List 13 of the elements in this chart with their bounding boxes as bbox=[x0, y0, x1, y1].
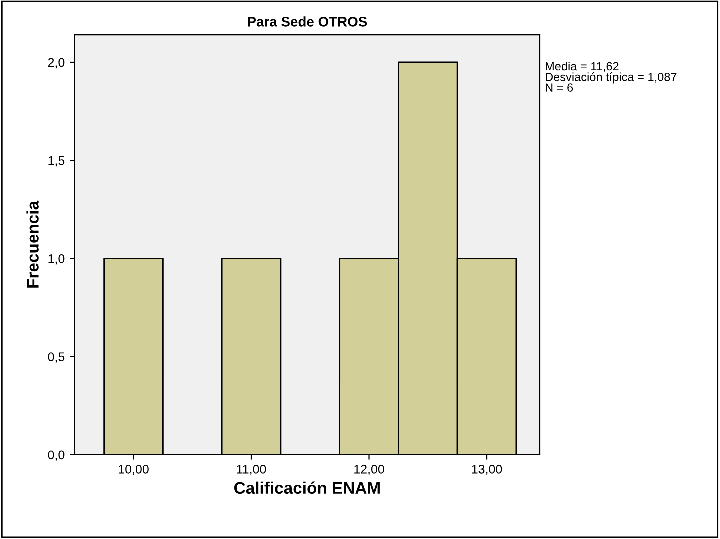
y-tick-label: 1,0 bbox=[48, 254, 65, 265]
y-tick-label: 0,0 bbox=[48, 450, 65, 462]
x-axis-title: Calificación ENAM bbox=[234, 482, 380, 494]
chart-title: Para Sede OTROS bbox=[248, 16, 368, 27]
x-tick-label: 10,00 bbox=[119, 464, 149, 476]
x-tick-label: 12,00 bbox=[354, 464, 384, 476]
x-tick-label: 13,00 bbox=[472, 464, 502, 476]
y-tick-label: 2,0 bbox=[48, 58, 65, 69]
y-tick-label: 0,5 bbox=[48, 352, 65, 363]
y-tick-label: 1,5 bbox=[48, 156, 65, 167]
text: Media = 11,62 Desviación típica = 1,087 N = 6 bbox=[546, 62, 677, 92]
y-axis-title: Frecuencia bbox=[26, 200, 39, 288]
x-tick-label: 11,00 bbox=[237, 464, 266, 476]
